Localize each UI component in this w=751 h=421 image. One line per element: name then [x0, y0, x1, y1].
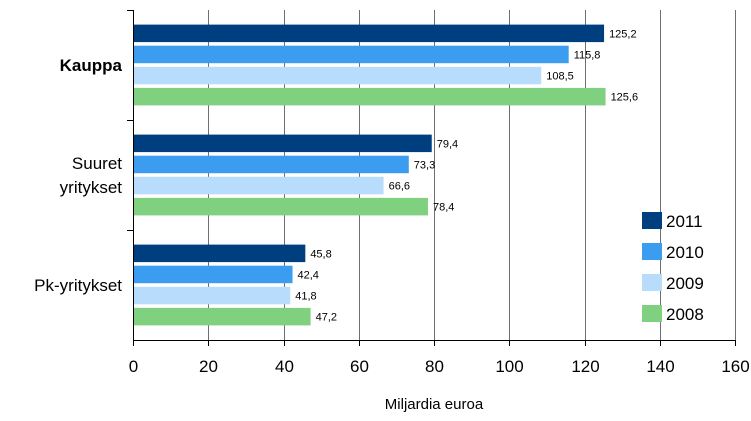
legend-label: 2008 — [666, 305, 704, 324]
bar-2009-2 — [133, 286, 291, 305]
bar-2008-1 — [133, 197, 428, 216]
bar-2010-1 — [133, 155, 409, 174]
bar-2010-0 — [133, 45, 569, 64]
x-tick-label: 160 — [721, 357, 749, 376]
data-label: 78,4 — [433, 202, 454, 214]
bar-2008-0 — [133, 87, 606, 106]
legend-label: 2010 — [666, 243, 704, 262]
bar-2009-0 — [133, 66, 542, 85]
data-label: 108,5 — [546, 71, 574, 83]
data-label: 41,8 — [295, 291, 316, 303]
legend-swatch-2008 — [642, 305, 662, 322]
data-label: 66,6 — [389, 181, 410, 193]
bar-2010-2 — [133, 265, 293, 284]
legend-swatch-2009 — [642, 274, 662, 291]
bar-2008-2 — [133, 307, 311, 326]
x-tick-label: 80 — [425, 357, 444, 376]
category-label: Pk-yritykset — [34, 276, 122, 295]
data-label: 73,3 — [414, 159, 435, 171]
data-label: 115,8 — [574, 49, 601, 61]
bar-2011-0 — [133, 24, 605, 43]
x-tick-label: 40 — [275, 357, 294, 376]
x-tick-label: 120 — [571, 357, 599, 376]
x-axis-title: Miljardia euroa — [385, 396, 484, 413]
x-tick-label: 0 — [129, 357, 138, 376]
data-label: 42,4 — [298, 269, 319, 281]
data-label: 125,2 — [609, 28, 637, 40]
legend-swatch-2010 — [642, 243, 662, 260]
legend-label: 2009 — [666, 274, 704, 293]
data-label: 47,2 — [316, 312, 337, 324]
x-tick-label: 60 — [350, 357, 369, 376]
category-label: Suuret yritykset — [60, 154, 123, 197]
bar-2009-1 — [133, 176, 384, 195]
x-tick-label: 100 — [495, 357, 523, 376]
legend-swatch-2011 — [642, 212, 662, 229]
data-label: 79,4 — [437, 138, 458, 150]
data-label: 45,8 — [310, 248, 331, 260]
legend-label: 2011 — [666, 212, 703, 231]
bar-2011-2 — [133, 244, 306, 263]
data-label: 125,6 — [611, 92, 639, 104]
category-label: Kauppa — [60, 56, 123, 75]
x-tick-label: 140 — [646, 357, 674, 376]
x-tick-label: 20 — [199, 357, 218, 376]
bar-2011-1 — [133, 134, 432, 153]
